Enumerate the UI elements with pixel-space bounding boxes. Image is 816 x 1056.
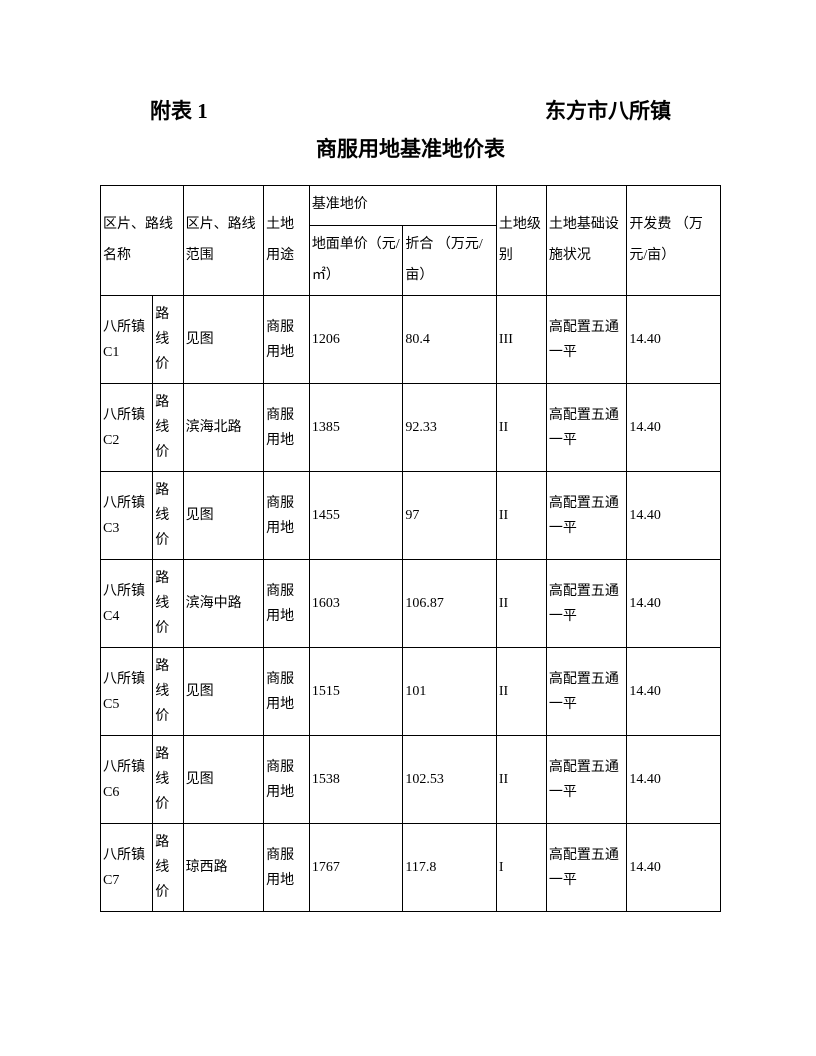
cell-name1: 八所镇C4	[101, 560, 153, 648]
cell-price-mu: 117.8	[403, 824, 497, 912]
table-row: 八所镇C3路线价见图商服用地145597II高配置五通一平14.40	[101, 472, 721, 560]
cell-price-sqm: 1385	[309, 384, 403, 472]
header-right: 东方市八所镇	[545, 95, 671, 125]
cell-devfee: 14.40	[627, 384, 721, 472]
cell-price-sqm: 1538	[309, 736, 403, 824]
cell-grade: III	[496, 296, 546, 384]
cell-use: 商服用地	[264, 296, 310, 384]
cell-name1: 八所镇C2	[101, 384, 153, 472]
cell-use: 商服用地	[264, 824, 310, 912]
cell-price-mu: 80.4	[403, 296, 497, 384]
page-header: 附表 1 东方市八所镇	[100, 95, 721, 125]
cell-name1: 八所镇C3	[101, 472, 153, 560]
cell-name2: 路线价	[153, 648, 183, 736]
cell-price-mu: 92.33	[403, 384, 497, 472]
cell-price-sqm: 1515	[309, 648, 403, 736]
cell-use: 商服用地	[264, 648, 310, 736]
cell-name1: 八所镇C7	[101, 824, 153, 912]
cell-name1: 八所镇C5	[101, 648, 153, 736]
cell-name2: 路线价	[153, 736, 183, 824]
table-row: 八所镇C4路线价滨海中路商服用地1603106.87II高配置五通一平14.40	[101, 560, 721, 648]
cell-price-mu: 102.53	[403, 736, 497, 824]
table-row: 八所镇C1路线价见图商服用地120680.4III高配置五通一平14.40	[101, 296, 721, 384]
cell-price-sqm: 1767	[309, 824, 403, 912]
cell-price-mu: 101	[403, 648, 497, 736]
cell-name2: 路线价	[153, 384, 183, 472]
cell-name2: 路线价	[153, 472, 183, 560]
cell-grade: II	[496, 384, 546, 472]
th-name: 区片、路线名称	[101, 186, 184, 296]
cell-scope: 琼西路	[183, 824, 263, 912]
cell-use: 商服用地	[264, 384, 310, 472]
th-grade: 土地级别	[496, 186, 546, 296]
page-title: 商服用地基准地价表	[100, 133, 721, 163]
th-use: 土地用途	[264, 186, 310, 296]
table-row: 八所镇C2路线价滨海北路商服用地138592.33II高配置五通一平14.40	[101, 384, 721, 472]
cell-name1: 八所镇C6	[101, 736, 153, 824]
cell-devfee: 14.40	[627, 648, 721, 736]
cell-infra: 高配置五通一平	[546, 560, 626, 648]
cell-infra: 高配置五通一平	[546, 736, 626, 824]
cell-use: 商服用地	[264, 560, 310, 648]
cell-devfee: 14.40	[627, 736, 721, 824]
cell-scope: 见图	[183, 472, 263, 560]
cell-use: 商服用地	[264, 472, 310, 560]
price-table: 区片、路线名称 区片、路线范围 土地用途 基准地价 土地级别 土地基础设施状况 …	[100, 185, 721, 912]
cell-name2: 路线价	[153, 824, 183, 912]
cell-name2: 路线价	[153, 560, 183, 648]
cell-grade: II	[496, 560, 546, 648]
cell-scope: 见图	[183, 736, 263, 824]
cell-devfee: 14.40	[627, 472, 721, 560]
cell-infra: 高配置五通一平	[546, 824, 626, 912]
table-row: 八所镇C5路线价见图商服用地1515101II高配置五通一平14.40	[101, 648, 721, 736]
cell-grade: I	[496, 824, 546, 912]
cell-name2: 路线价	[153, 296, 183, 384]
cell-devfee: 14.40	[627, 296, 721, 384]
th-infra: 土地基础设施状况	[546, 186, 626, 296]
cell-scope: 见图	[183, 296, 263, 384]
table-row: 八所镇C7路线价琼西路商服用地1767117.8I高配置五通一平14.40	[101, 824, 721, 912]
header-left: 附表 1	[150, 95, 208, 125]
cell-infra: 高配置五通一平	[546, 296, 626, 384]
cell-price-sqm: 1455	[309, 472, 403, 560]
th-price-group: 基准地价	[309, 186, 496, 226]
cell-price-mu: 106.87	[403, 560, 497, 648]
th-price-sqm: 地面单价（元/㎡）	[309, 225, 403, 296]
cell-grade: II	[496, 648, 546, 736]
th-price-mu: 折合 （万元/亩）	[403, 225, 497, 296]
cell-name1: 八所镇C1	[101, 296, 153, 384]
table-row: 八所镇C6路线价见图商服用地1538102.53II高配置五通一平14.40	[101, 736, 721, 824]
cell-scope: 滨海中路	[183, 560, 263, 648]
th-scope: 区片、路线范围	[183, 186, 263, 296]
cell-devfee: 14.40	[627, 824, 721, 912]
th-devfee: 开发费 （万元/亩）	[627, 186, 721, 296]
cell-infra: 高配置五通一平	[546, 472, 626, 560]
cell-infra: 高配置五通一平	[546, 384, 626, 472]
cell-devfee: 14.40	[627, 560, 721, 648]
cell-price-mu: 97	[403, 472, 497, 560]
cell-price-sqm: 1206	[309, 296, 403, 384]
cell-grade: II	[496, 472, 546, 560]
cell-scope: 滨海北路	[183, 384, 263, 472]
cell-scope: 见图	[183, 648, 263, 736]
cell-use: 商服用地	[264, 736, 310, 824]
cell-grade: II	[496, 736, 546, 824]
cell-infra: 高配置五通一平	[546, 648, 626, 736]
cell-price-sqm: 1603	[309, 560, 403, 648]
